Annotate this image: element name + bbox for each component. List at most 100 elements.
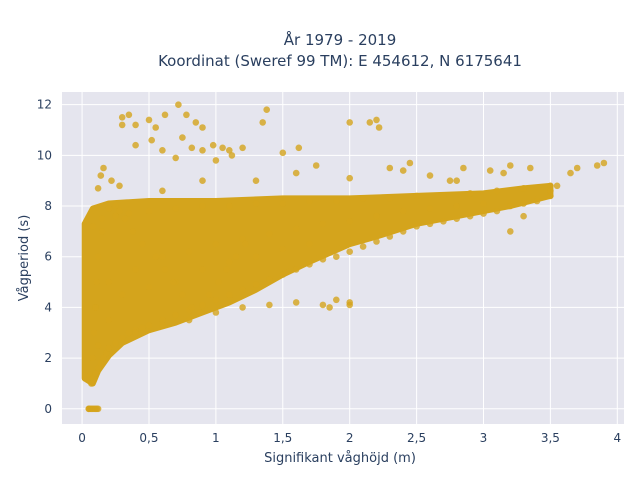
- data-point: [453, 177, 461, 184]
- data-point: [480, 200, 487, 207]
- data-point: [94, 405, 102, 413]
- data-point: [466, 212, 474, 220]
- data-point: [121, 215, 129, 222]
- data-point: [212, 296, 220, 304]
- data-point: [97, 359, 105, 367]
- data-point: [139, 324, 146, 332]
- y-axis-title: Vågperiod (s): [17, 215, 32, 302]
- data-point: [279, 149, 287, 157]
- x-axis-ticks: 0 0,5 1 1,5 2 2,5 3 3,5 4: [78, 431, 621, 445]
- data-point: [386, 233, 394, 240]
- data-point: [373, 116, 380, 124]
- data-point: [520, 185, 527, 192]
- data-point: [593, 162, 601, 169]
- data-point: [94, 185, 102, 192]
- data-point: [480, 210, 487, 217]
- data-point: [89, 375, 97, 382]
- data-point: [112, 202, 119, 210]
- data-point: [116, 182, 123, 190]
- chart-title-line-2: Koordinat (Sweref 99 TM): E 454612, N 61…: [158, 52, 522, 70]
- data-point: [105, 205, 113, 212]
- data-point: [116, 207, 123, 215]
- data-point: [440, 192, 447, 200]
- y-tick-label: 8: [44, 199, 52, 213]
- data-point: [252, 281, 260, 288]
- data-point: [460, 164, 467, 172]
- data-point: [279, 245, 287, 253]
- data-point: [179, 134, 186, 141]
- data-point: [159, 147, 166, 154]
- data-point: [159, 187, 166, 195]
- data-point: [100, 164, 107, 172]
- data-point: [252, 200, 260, 207]
- data-point: [426, 220, 434, 228]
- x-tick-label: 1,5: [273, 431, 292, 445]
- data-point: [547, 192, 554, 200]
- data-point: [215, 278, 222, 286]
- data-point: [199, 124, 206, 131]
- data-point: [333, 253, 340, 260]
- data-point: [306, 197, 313, 205]
- data-point: [172, 154, 179, 162]
- data-point: [453, 202, 461, 210]
- data-point: [239, 286, 246, 294]
- data-point: [98, 228, 106, 235]
- y-tick-label: 4: [44, 300, 52, 314]
- data-point: [466, 190, 474, 197]
- data-point: [132, 329, 139, 337]
- data-point: [319, 220, 327, 228]
- data-point: [100, 354, 107, 362]
- data-point: [507, 162, 514, 169]
- y-tick-label: 2: [44, 351, 52, 365]
- data-point: [125, 210, 133, 217]
- data-point: [306, 261, 313, 268]
- data-point: [547, 182, 554, 190]
- data-point: [183, 111, 190, 119]
- data-point: [292, 169, 300, 177]
- data-point: [129, 228, 137, 235]
- data-point: [172, 311, 179, 319]
- data-point: [386, 164, 394, 172]
- data-point: [205, 291, 213, 299]
- data-point: [333, 296, 340, 304]
- data-point: [145, 283, 153, 291]
- data-point: [279, 271, 287, 278]
- data-point: [399, 228, 407, 235]
- data-point: [346, 119, 354, 126]
- data-point: [326, 304, 333, 311]
- data-points: [85, 101, 608, 413]
- data-point: [306, 240, 313, 248]
- data-point: [88, 380, 95, 387]
- data-point: [161, 266, 169, 273]
- data-point: [520, 200, 527, 207]
- data-point: [547, 187, 554, 195]
- data-point: [199, 177, 206, 184]
- data-point: [279, 200, 287, 207]
- data-point: [319, 255, 327, 263]
- data-point: [413, 223, 420, 230]
- data-point: [188, 144, 196, 152]
- data-point: [259, 119, 267, 126]
- data-point: [172, 205, 179, 212]
- data-point: [228, 152, 236, 159]
- data-point: [145, 116, 153, 124]
- data-point: [252, 177, 260, 184]
- data-point: [89, 223, 97, 230]
- data-point: [185, 248, 193, 255]
- data-point: [98, 215, 106, 222]
- data-point: [179, 291, 186, 299]
- data-point: [319, 301, 327, 309]
- data-point: [553, 182, 561, 190]
- data-point: [413, 192, 420, 200]
- data-point: [192, 119, 200, 126]
- data-point: [199, 202, 206, 210]
- data-point: [266, 301, 273, 309]
- data-point: [493, 187, 501, 195]
- data-point: [312, 162, 320, 169]
- data-point: [105, 278, 113, 286]
- data-point: [105, 344, 113, 352]
- data-point: [266, 230, 273, 238]
- data-point: [196, 309, 204, 316]
- data-point: [161, 111, 169, 119]
